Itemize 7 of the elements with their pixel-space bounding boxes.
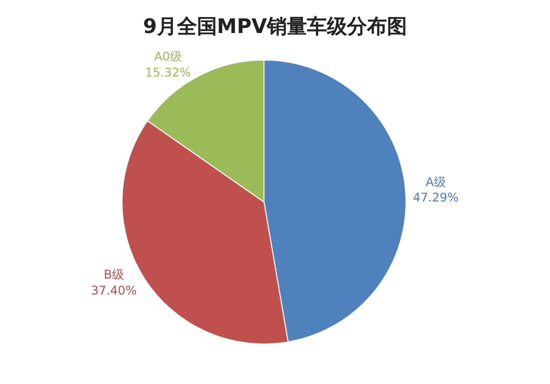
data-label: 37.40% [91,283,137,298]
slice-label: A0级 [154,50,182,64]
slice-label: A级 [426,174,446,189]
chart-title: 9月全国MPV销量车级分布图 [143,14,407,38]
slice-label: B级 [104,268,124,282]
data-label: 15.32% [145,65,191,80]
data-label: 47.29% [412,190,459,205]
